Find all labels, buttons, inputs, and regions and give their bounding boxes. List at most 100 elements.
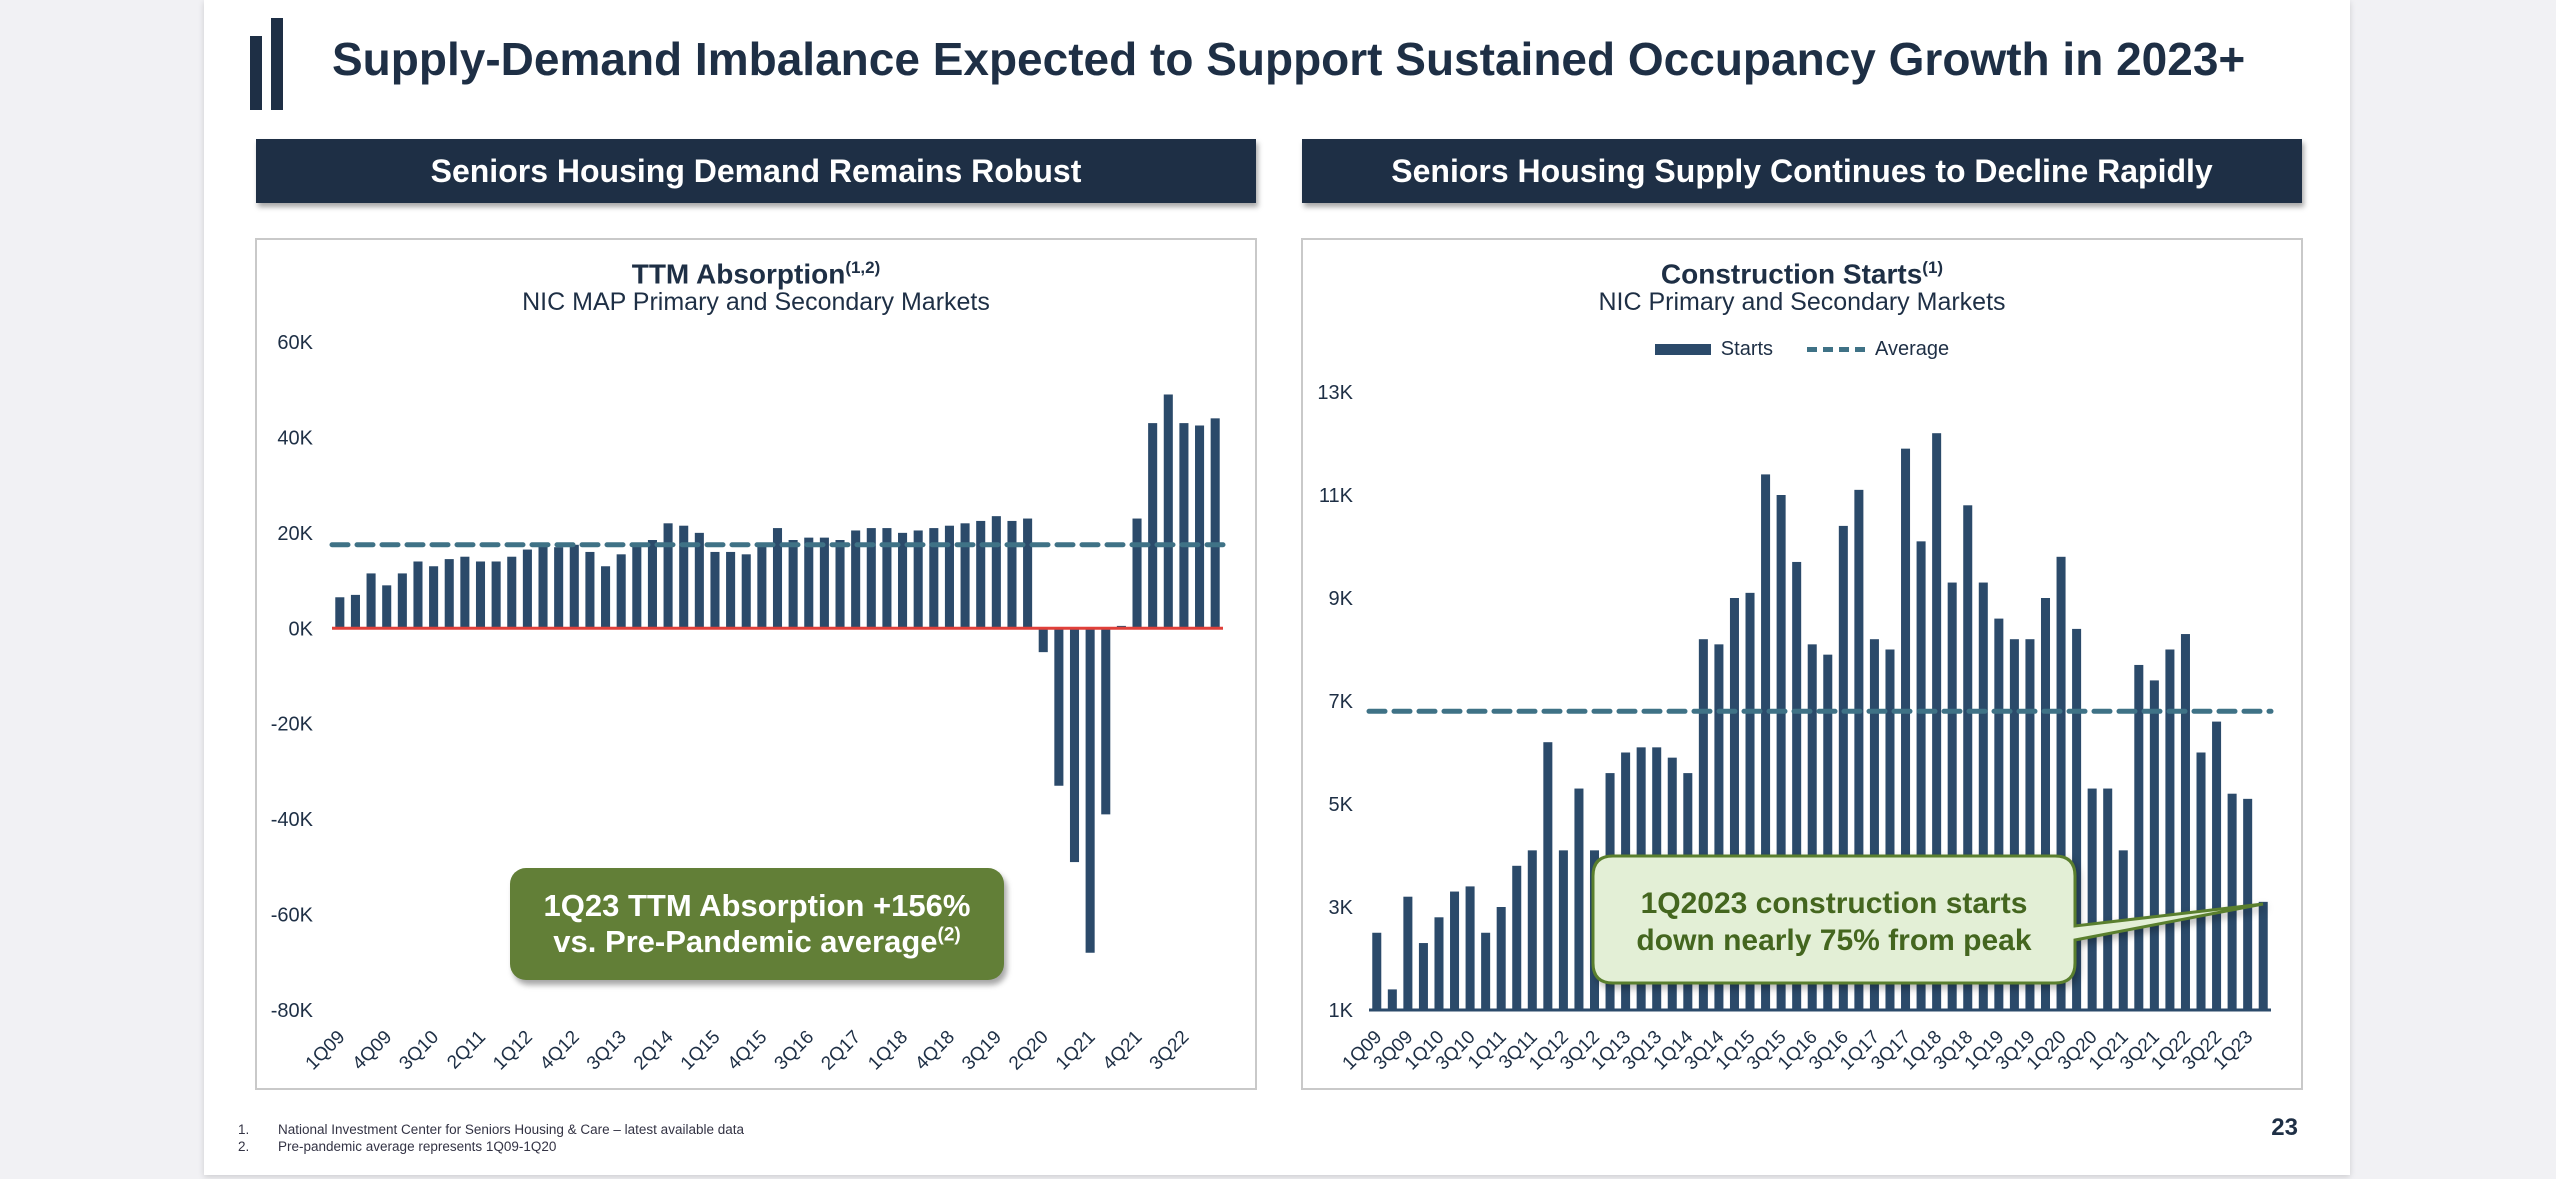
x-tick-label: 4Q12 — [536, 1027, 584, 1075]
bar — [976, 520, 986, 629]
bar — [1372, 932, 1382, 1010]
bar — [1450, 891, 1460, 1010]
bar — [1038, 628, 1048, 653]
bar — [1069, 628, 1080, 863]
bar — [1823, 654, 1833, 1010]
bar — [1698, 639, 1708, 1010]
y-tick-label: 11K — [1319, 485, 1354, 507]
bar — [710, 551, 720, 629]
callout-line-1: 1Q2023 construction starts — [1641, 887, 2028, 920]
bar — [1527, 850, 1537, 1010]
x-tick-label: 3Q19 — [958, 1027, 1006, 1075]
x-tick-label: 2Q17 — [817, 1027, 865, 1075]
y-tick-label: 40K — [277, 427, 313, 449]
bar — [554, 547, 564, 629]
bar — [804, 537, 814, 629]
bar — [851, 530, 861, 629]
bar — [991, 516, 1001, 629]
bar — [569, 544, 579, 629]
x-tick-label: 4Q18 — [911, 1027, 959, 1075]
x-tick-label: 2Q11 — [443, 1027, 490, 1074]
bar — [1807, 644, 1817, 1010]
x-tick-label: 3Q13 — [583, 1027, 631, 1075]
bar — [2009, 639, 2019, 1010]
bar — [460, 556, 470, 629]
bar — [1543, 742, 1553, 1010]
bar — [2165, 649, 2175, 1010]
absorption-chart-subtitle: NIC MAP Primary and Secondary Markets — [522, 288, 990, 316]
bar — [335, 597, 345, 629]
y-tick-label: 13K — [1317, 382, 1353, 404]
x-tick-label: 1Q15 — [677, 1027, 725, 1075]
bar — [1729, 598, 1739, 1010]
chart-legend: Starts Average — [1303, 338, 2301, 361]
bar — [944, 525, 954, 629]
bar — [1403, 896, 1413, 1010]
bar — [2149, 680, 2159, 1010]
x-tick-label: 2Q14 — [630, 1026, 678, 1074]
construction-chart-title: Construction Starts(1) — [1303, 258, 2301, 290]
bar — [647, 540, 657, 629]
callout-line-2-text: vs. Pre-Pandemic average — [553, 924, 938, 959]
footnote-text: Pre-pandemic average represents 1Q09-1Q2… — [278, 1139, 557, 1154]
bar — [835, 540, 845, 629]
bar — [694, 532, 704, 629]
bar — [1054, 628, 1064, 786]
bar — [1574, 788, 1584, 1010]
bar — [2072, 628, 2082, 1010]
bar — [1792, 561, 1802, 1010]
bar — [1978, 582, 1988, 1010]
bar — [2056, 556, 2066, 1010]
bar — [929, 528, 939, 629]
construction-chart-panel: Construction Starts(1) NIC Primary and S… — [1301, 238, 2303, 1090]
footnote-text: National Investment Center for Seniors H… — [278, 1122, 745, 1137]
demand-banner: Seniors Housing Demand Remains Robust — [256, 139, 1256, 203]
absorption-chart-panel: TTM Absorption(1,2) NIC MAP Primary and … — [255, 238, 1257, 1090]
bar — [726, 551, 736, 629]
bar — [1994, 618, 2004, 1010]
y-tick-label: 0K — [289, 618, 314, 640]
chart-title-footnote: (1) — [1922, 258, 1944, 277]
x-tick-label: 3Q10 — [395, 1027, 443, 1075]
footnotes: 1. National Investment Center for Seniors… — [238, 1121, 744, 1155]
footnote-2: 2. Pre-pandemic average represents 1Q09-1… — [238, 1138, 744, 1155]
bar — [522, 549, 532, 629]
bar — [475, 561, 486, 629]
bar — [2040, 598, 2051, 1010]
bar — [1558, 850, 1568, 1010]
supply-banner: Seniors Housing Supply Continues to Decl… — [1302, 139, 2302, 203]
y-tick-label: -20K — [271, 714, 314, 736]
bar — [1132, 518, 1142, 629]
x-tick-label: 1Q18 — [864, 1027, 912, 1075]
bar — [1387, 989, 1397, 1010]
y-tick-label: 60K — [277, 332, 313, 354]
bar — [2227, 793, 2237, 1010]
y-tick-label: 3K — [1329, 897, 1354, 919]
footnote-number: 2. — [238, 1139, 250, 1154]
y-tick-label: 7K — [1329, 691, 1354, 713]
bar — [382, 585, 392, 629]
chart-title-footnote: (1,2) — [845, 258, 881, 277]
bar — [866, 528, 876, 629]
y-tick-label: 20K — [277, 523, 313, 545]
bar — [1714, 644, 1724, 1010]
x-tick-label: 1Q09 — [302, 1027, 350, 1075]
bar — [1512, 865, 1522, 1010]
bar — [1023, 518, 1033, 629]
bar — [1418, 943, 1428, 1010]
y-tick-label: 5K — [1329, 794, 1354, 816]
bar — [1179, 423, 1189, 629]
bar — [2196, 752, 2206, 1010]
bar — [538, 544, 548, 629]
bar — [429, 566, 439, 629]
bar — [2103, 788, 2113, 1010]
x-tick-label: 3Q16 — [771, 1027, 819, 1075]
bar — [1465, 886, 1475, 1010]
bar — [1854, 489, 1864, 1011]
callout-footnote: (2) — [937, 924, 961, 946]
bar — [913, 530, 923, 629]
bar — [1210, 418, 1220, 629]
bar — [1745, 592, 1755, 1010]
bar — [2025, 639, 2035, 1010]
bar — [350, 594, 360, 629]
